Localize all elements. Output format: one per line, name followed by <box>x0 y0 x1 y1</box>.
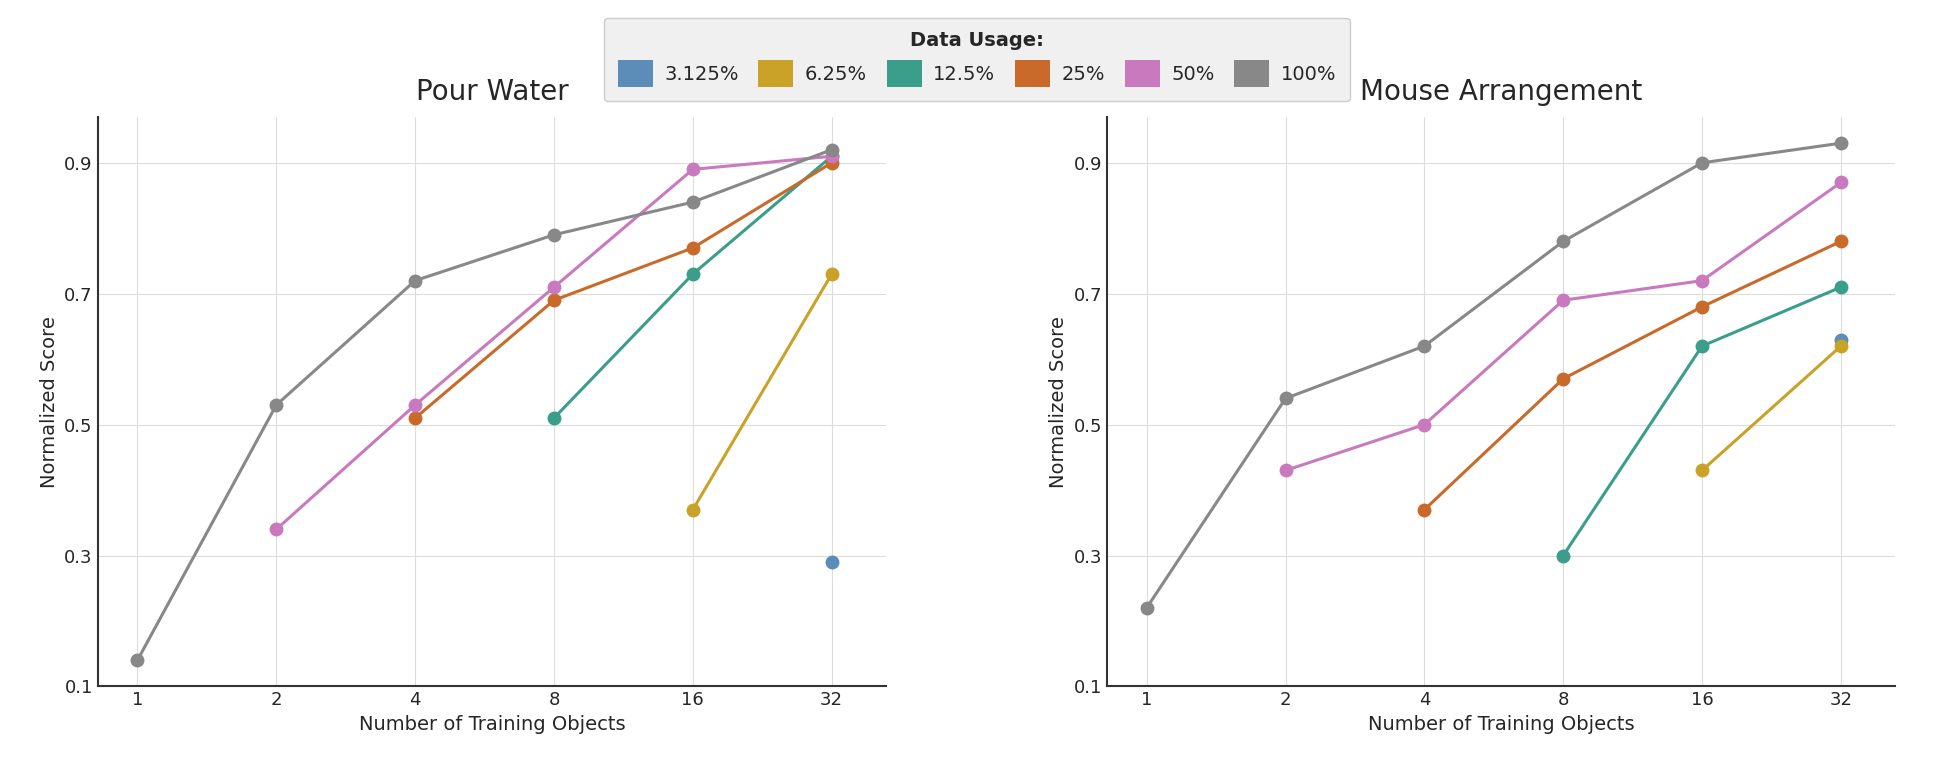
Line: 6.25%: 6.25% <box>686 268 838 516</box>
100% <box>125 655 149 665</box>
Line: 12.5%: 12.5% <box>1557 281 1847 562</box>
50% <box>682 165 705 174</box>
Title: Pour Water: Pour Water <box>416 78 569 106</box>
Line: 12.5%: 12.5% <box>547 150 838 424</box>
25% <box>403 413 426 423</box>
100% <box>543 230 567 239</box>
6.25% <box>1829 342 1852 351</box>
25% <box>1829 236 1852 246</box>
X-axis label: Number of Training Objects: Number of Training Objects <box>1368 714 1634 734</box>
50% <box>1829 178 1852 187</box>
12.5% <box>543 413 567 423</box>
25% <box>1551 374 1575 384</box>
50% <box>1274 466 1297 475</box>
Line: 6.25%: 6.25% <box>1696 340 1847 477</box>
100% <box>1274 394 1297 403</box>
Line: 100%: 100% <box>131 144 838 666</box>
50% <box>543 282 567 292</box>
100% <box>1135 603 1159 612</box>
X-axis label: Number of Training Objects: Number of Training Objects <box>360 714 625 734</box>
Y-axis label: Normalized Score: Normalized Score <box>1049 316 1069 488</box>
25% <box>1413 505 1436 514</box>
100% <box>1413 342 1436 351</box>
Line: 25%: 25% <box>408 157 838 424</box>
12.5% <box>1829 282 1852 292</box>
12.5% <box>821 151 844 161</box>
6.25% <box>1690 466 1714 475</box>
100% <box>1690 158 1714 168</box>
50% <box>264 525 287 534</box>
50% <box>821 151 844 161</box>
100% <box>403 276 426 285</box>
Legend: 3.125%, 6.25%, 12.5%, 25%, 50%, 100%: 3.125%, 6.25%, 12.5%, 25%, 50%, 100% <box>604 17 1350 101</box>
25% <box>543 296 567 305</box>
100% <box>821 145 844 154</box>
50% <box>1413 420 1436 429</box>
100% <box>682 197 705 207</box>
25% <box>682 243 705 253</box>
6.25% <box>821 269 844 278</box>
25% <box>1690 302 1714 311</box>
100% <box>264 400 287 410</box>
25% <box>821 158 844 168</box>
100% <box>1829 139 1852 148</box>
6.25% <box>682 505 705 514</box>
50% <box>403 400 426 410</box>
Line: 50%: 50% <box>1280 176 1847 477</box>
Line: 25%: 25% <box>1419 235 1847 516</box>
Y-axis label: Normalized Score: Normalized Score <box>39 316 59 488</box>
12.5% <box>1551 551 1575 560</box>
Line: 50%: 50% <box>270 150 838 536</box>
Line: 100%: 100% <box>1141 137 1847 614</box>
Title: Mouse Arrangement: Mouse Arrangement <box>1360 78 1641 106</box>
50% <box>1551 296 1575 305</box>
100% <box>1551 236 1575 246</box>
50% <box>1690 276 1714 285</box>
12.5% <box>682 269 705 278</box>
12.5% <box>1690 342 1714 351</box>
